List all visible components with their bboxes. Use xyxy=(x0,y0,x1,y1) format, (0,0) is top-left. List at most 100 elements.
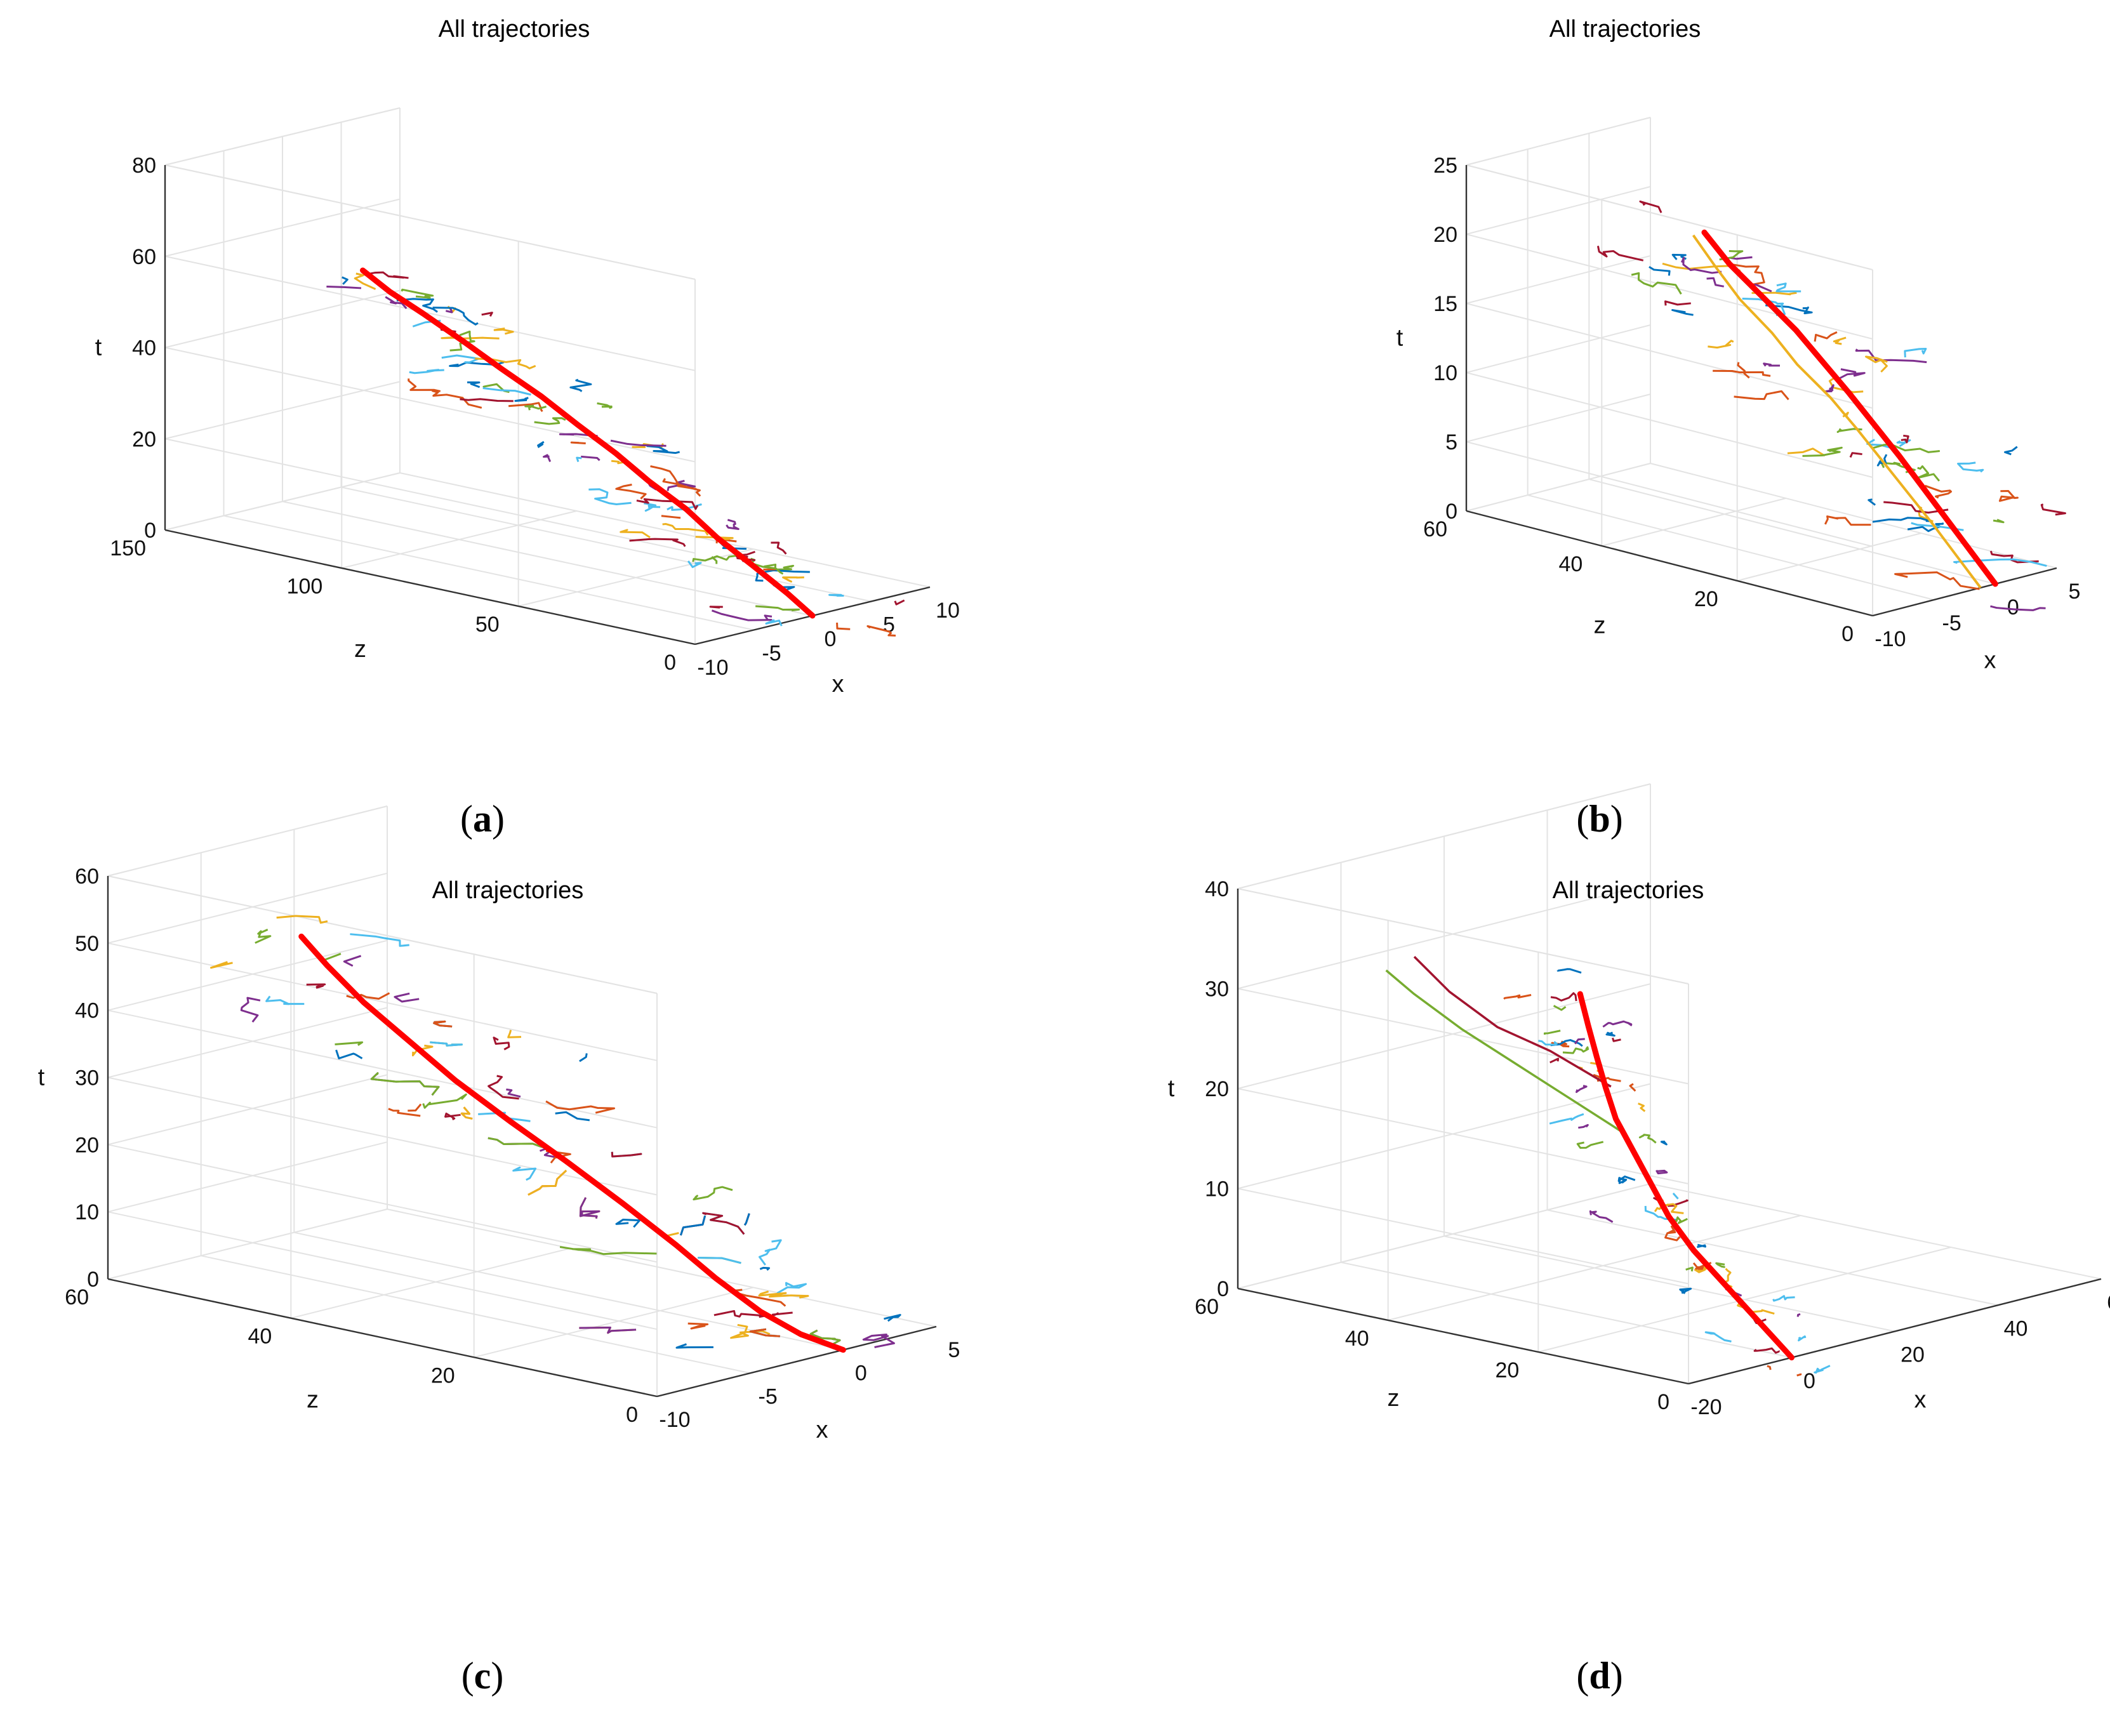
top-left-edge xyxy=(1466,164,1873,270)
trajectory-fragment xyxy=(1993,519,2005,524)
trajectory-fragment xyxy=(350,933,409,947)
trajectory-fragment xyxy=(1767,1365,1772,1370)
gridline-yfloor-2 xyxy=(1388,1215,1801,1321)
trajectory-fragment xyxy=(401,288,434,299)
gridline-zback-2 xyxy=(164,289,401,348)
trajectory-fragment xyxy=(433,1020,453,1028)
x-tick-label: 5 xyxy=(948,1338,960,1362)
z-axis-label: z xyxy=(307,1387,319,1414)
trajectory-fragment xyxy=(475,357,536,369)
trajectory-fragment xyxy=(512,1166,537,1181)
z-depth-tick-label: 20 xyxy=(431,1363,455,1388)
trajectory-fragment xyxy=(632,442,664,449)
trajectory-fragment xyxy=(255,929,272,944)
gridline-zback-0 xyxy=(1466,463,1651,512)
trajectory-fragment xyxy=(758,1290,809,1299)
z-depth-tick-label: 40 xyxy=(1559,552,1583,576)
trajectory-fragment xyxy=(1664,300,1691,306)
trajectory-fragment xyxy=(385,296,408,310)
x-axis xyxy=(1688,1278,2102,1385)
t-tick-label: 80 xyxy=(132,154,156,178)
z-depth-tick-label: 60 xyxy=(65,1285,89,1309)
t-tick-label: 20 xyxy=(75,1133,99,1157)
trajectory-fragment xyxy=(1896,439,1911,447)
x-tick-label: -10 xyxy=(697,656,728,680)
panel-caption: (c) xyxy=(461,1655,504,1697)
t-tick-label: 40 xyxy=(75,999,99,1023)
t-axis-label: t xyxy=(1168,1075,1175,1102)
trajectory-fragment xyxy=(1775,282,1801,293)
gridline-yfloor-2 xyxy=(342,510,577,569)
trajectory-fragment xyxy=(449,330,475,352)
caption-letter: a xyxy=(473,798,492,840)
trajectory-fragment xyxy=(581,455,600,461)
trajectory-fragment xyxy=(1649,266,1671,276)
trajectory-fragment xyxy=(1553,1005,1567,1011)
x-tick-label: 0 xyxy=(855,1362,867,1386)
gridline-zleft-3 xyxy=(1237,988,1689,1085)
trajectory-fragment xyxy=(1715,1262,1725,1268)
trajectory-fragment xyxy=(1562,1046,1589,1054)
x-axis-label: x xyxy=(832,671,844,698)
gridline-zback-2 xyxy=(1466,324,1651,373)
trajectory-fragment xyxy=(335,1049,363,1059)
gridline-xfloor-3 xyxy=(1650,463,2057,569)
trajectory-fragment xyxy=(679,1215,707,1236)
x-tick-label: 20 xyxy=(1901,1343,1925,1367)
trajectory-fragment xyxy=(2004,446,2018,456)
trajectory-fragment xyxy=(1675,1216,1688,1224)
trajectory-fragment xyxy=(370,1072,440,1096)
panel-d: -2002040600204060010203040xztAll traject… xyxy=(1168,783,2110,1697)
trajectory-fragment xyxy=(1671,308,1694,316)
trajectory-fragment xyxy=(441,354,480,364)
x-axis-label: x xyxy=(1984,647,1996,674)
trajectory-fragment xyxy=(702,1212,745,1235)
gridline-zleft-3 xyxy=(1466,303,1873,409)
trajectory-fragment xyxy=(1638,1134,1657,1144)
gridline-zleft-3 xyxy=(164,255,696,371)
t-tick-label: 60 xyxy=(75,865,99,889)
gridline-yfloor-1 xyxy=(1538,1247,1951,1353)
t-tick-label: 5 xyxy=(1445,430,1457,454)
panel-caption: (a) xyxy=(460,798,505,840)
trajectory-fragment xyxy=(702,1212,745,1235)
z-depth-tick-label: 40 xyxy=(248,1325,272,1349)
t-tick-label: 30 xyxy=(75,1066,99,1090)
trajectory-fragment xyxy=(265,995,305,1005)
side-trajectory-green xyxy=(1385,969,1622,1132)
trajectory-fragment xyxy=(687,1322,709,1330)
top-back-edge xyxy=(164,107,401,166)
gridline-yfloor-1 xyxy=(474,1287,753,1358)
trajectory-fragment xyxy=(1550,1039,1583,1047)
trajectory-fragment xyxy=(675,1343,713,1349)
gridline-xfloor-3 xyxy=(1547,1209,1998,1306)
gridline-zleft-1 xyxy=(1237,1188,1689,1285)
t-tick-label: 20 xyxy=(1205,1077,1229,1101)
panel-caption: (b) xyxy=(1576,798,1622,840)
gridline-zback-3 xyxy=(107,1007,388,1078)
trajectory-fragment xyxy=(493,328,514,335)
caption-letter: c xyxy=(474,1655,491,1697)
trajectory-fragment xyxy=(1798,1335,1807,1342)
trajectory-fragment xyxy=(537,441,545,448)
trajectory-fragment xyxy=(1589,1210,1614,1223)
trajectory-fragment xyxy=(1673,1193,1679,1200)
trajectory-fragment xyxy=(346,992,390,1000)
trajectory-fragment xyxy=(1901,434,1909,444)
trajectory-fragment xyxy=(1751,291,1797,296)
trajectory-fragment xyxy=(1671,253,1687,260)
gridline-zback-3 xyxy=(1237,883,1651,990)
trajectory-fragment xyxy=(894,599,905,606)
trajectory-fragment xyxy=(1868,498,1876,506)
trajectory-fragment xyxy=(545,1100,616,1114)
gridline-zleft-2 xyxy=(107,1144,658,1263)
gridline-zback-1 xyxy=(107,1141,388,1213)
trajectory-fragment xyxy=(1631,272,1682,295)
trajectory-fragment xyxy=(1679,1287,1692,1294)
trajectory-fragment xyxy=(528,1169,567,1196)
main-trajectory xyxy=(1701,229,1998,587)
trajectory-fragment xyxy=(1796,1373,1802,1377)
trajectory-fragment xyxy=(687,560,702,568)
